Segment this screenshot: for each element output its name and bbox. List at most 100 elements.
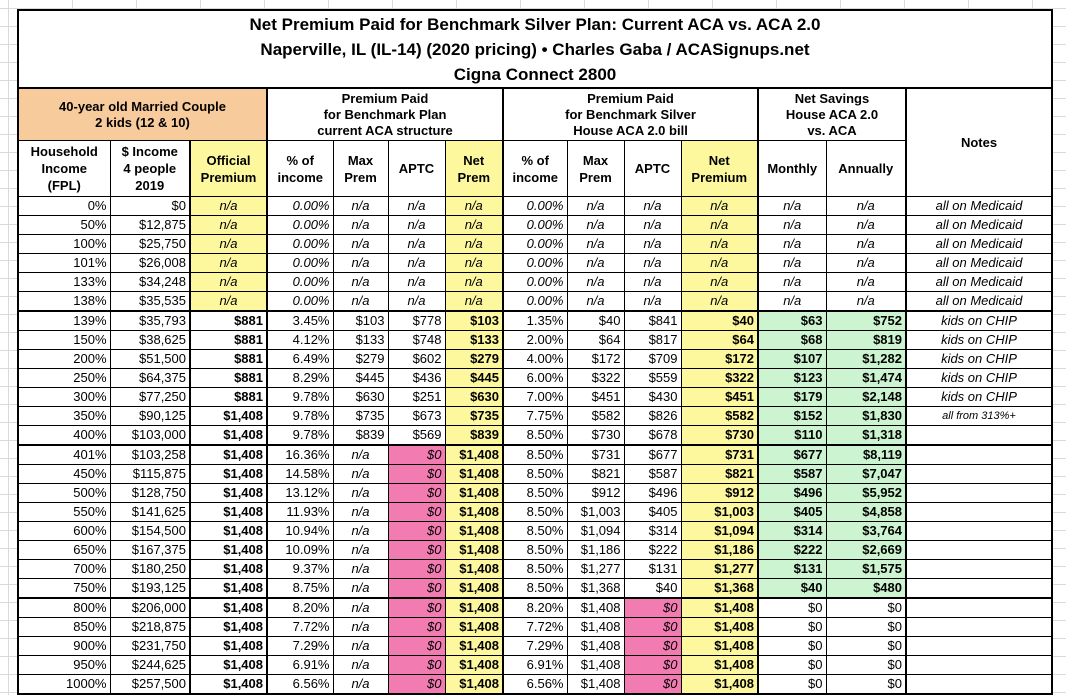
savings-annually-cell[interactable]: $0 (825, 636, 907, 656)
aca2-max-prem-cell[interactable]: $64 (566, 330, 625, 350)
col-header-aca2-aptc[interactable]: APTC (623, 140, 682, 197)
savings-annually-cell[interactable]: $2,669 (825, 540, 907, 560)
aca2-aptc-cell[interactable]: $0 (623, 636, 682, 656)
aca-aptc-cell[interactable]: n/a (387, 234, 446, 254)
income-cell[interactable]: $34,248 (109, 272, 191, 292)
aca-pct-income-cell[interactable]: 13.12% (266, 483, 334, 503)
aca-aptc-cell[interactable]: $0 (387, 674, 446, 695)
aca-max-prem-cell[interactable]: n/a (332, 559, 389, 579)
aca-aptc-cell[interactable]: $436 (387, 368, 446, 388)
income-cell[interactable]: $231,750 (109, 636, 191, 656)
aca2-aptc-cell[interactable]: n/a (623, 291, 682, 312)
aca2-pct-income-cell[interactable]: 8.50% (502, 464, 568, 484)
aca2-pct-income-cell[interactable]: 0.00% (502, 291, 568, 312)
fpl-cell[interactable]: 800% (17, 597, 111, 618)
aca-pct-income-cell[interactable]: 6.49% (266, 349, 334, 369)
fpl-cell[interactable]: 1000% (17, 674, 111, 695)
aca-aptc-cell[interactable]: $748 (387, 330, 446, 350)
aca-max-prem-cell[interactable]: n/a (332, 597, 389, 618)
col-header-aca2-pct-income[interactable]: % of income (502, 140, 568, 197)
aca-max-prem-cell[interactable]: n/a (332, 578, 389, 599)
notes-cell[interactable]: kids on CHIP (905, 349, 1053, 369)
col-header-fpl[interactable]: Household Income (FPL) (17, 140, 111, 197)
fpl-cell[interactable]: 0% (17, 196, 111, 216)
aca2-pct-income-cell[interactable]: 8.50% (502, 521, 568, 541)
income-cell[interactable]: $218,875 (109, 617, 191, 637)
aca2-net-premium-cell[interactable]: $582 (680, 406, 759, 426)
official-premium-cell[interactable]: n/a (189, 196, 268, 216)
fpl-cell[interactable]: 900% (17, 636, 111, 656)
group-header-current-aca[interactable]: Premium Paid for Benchmark Plan current … (266, 87, 504, 141)
aca2-pct-income-cell[interactable]: 6.91% (502, 655, 568, 675)
aca2-max-prem-cell[interactable]: $40 (566, 310, 625, 331)
aca-max-prem-cell[interactable]: n/a (332, 464, 389, 484)
fpl-cell[interactable]: 850% (17, 617, 111, 637)
income-cell[interactable]: $167,375 (109, 540, 191, 560)
aca2-pct-income-cell[interactable]: 8.50% (502, 559, 568, 579)
fpl-cell[interactable]: 401% (17, 444, 111, 465)
notes-cell[interactable] (905, 444, 1053, 465)
aca2-aptc-cell[interactable]: $0 (623, 597, 682, 618)
aca-net-prem-cell[interactable]: $1,408 (444, 578, 504, 599)
aca2-net-premium-cell[interactable]: $730 (680, 425, 759, 446)
aca-max-prem-cell[interactable]: $103 (332, 310, 389, 331)
official-premium-cell[interactable]: $1,408 (189, 636, 268, 656)
notes-cell[interactable]: all on Medicaid (905, 234, 1053, 254)
aca-pct-income-cell[interactable]: 0.00% (266, 234, 334, 254)
aca-pct-income-cell[interactable]: 9.78% (266, 387, 334, 407)
aca2-pct-income-cell[interactable]: 8.50% (502, 444, 568, 465)
savings-annually-cell[interactable]: $5,952 (825, 483, 907, 503)
savings-annually-cell[interactable]: $0 (825, 597, 907, 618)
income-cell[interactable]: $193,125 (109, 578, 191, 599)
income-cell[interactable]: $64,375 (109, 368, 191, 388)
aca-pct-income-cell[interactable]: 0.00% (266, 253, 334, 273)
aca2-net-premium-cell[interactable]: n/a (680, 253, 759, 273)
notes-cell[interactable] (905, 597, 1053, 618)
official-premium-cell[interactable]: $1,408 (189, 597, 268, 618)
aca2-pct-income-cell[interactable]: 6.56% (502, 674, 568, 695)
aca-aptc-cell[interactable]: $0 (387, 597, 446, 618)
aca-pct-income-cell[interactable]: 8.75% (266, 578, 334, 599)
fpl-cell[interactable]: 200% (17, 349, 111, 369)
aca2-net-premium-cell[interactable]: $1,186 (680, 540, 759, 560)
savings-annually-cell[interactable]: $0 (825, 674, 907, 695)
aca-pct-income-cell[interactable]: 8.29% (266, 368, 334, 388)
fpl-cell[interactable]: 500% (17, 483, 111, 503)
aca-pct-income-cell[interactable]: 9.78% (266, 406, 334, 426)
aca2-pct-income-cell[interactable]: 0.00% (502, 272, 568, 292)
savings-monthly-cell[interactable]: $0 (757, 674, 827, 695)
aca-aptc-cell[interactable]: $569 (387, 425, 446, 446)
income-cell[interactable]: $35,535 (109, 291, 191, 312)
aca-aptc-cell[interactable]: $602 (387, 349, 446, 369)
savings-monthly-cell[interactable]: $40 (757, 578, 827, 599)
aca-pct-income-cell[interactable]: 7.29% (266, 636, 334, 656)
aca2-max-prem-cell[interactable]: $1,408 (566, 617, 625, 637)
aca-aptc-cell[interactable]: $778 (387, 310, 446, 331)
notes-cell[interactable] (905, 655, 1053, 675)
fpl-cell[interactable]: 50% (17, 215, 111, 235)
official-premium-cell[interactable]: $1,408 (189, 502, 268, 522)
aca-net-prem-cell[interactable]: $1,408 (444, 636, 504, 656)
aca-net-prem-cell[interactable]: $1,408 (444, 483, 504, 503)
income-cell[interactable]: $35,793 (109, 310, 191, 331)
aca-max-prem-cell[interactable]: n/a (332, 215, 389, 235)
savings-monthly-cell[interactable]: $179 (757, 387, 827, 407)
aca2-max-prem-cell[interactable]: $912 (566, 483, 625, 503)
income-cell[interactable]: $25,750 (109, 234, 191, 254)
aca-pct-income-cell[interactable]: 10.94% (266, 521, 334, 541)
aca2-aptc-cell[interactable]: $405 (623, 502, 682, 522)
aca2-aptc-cell[interactable]: $587 (623, 464, 682, 484)
official-premium-cell[interactable]: $1,408 (189, 674, 268, 695)
fpl-cell[interactable]: 700% (17, 559, 111, 579)
aca-pct-income-cell[interactable]: 0.00% (266, 196, 334, 216)
income-cell[interactable]: $77,250 (109, 387, 191, 407)
aca-max-prem-cell[interactable]: n/a (332, 674, 389, 695)
fpl-cell[interactable]: 400% (17, 425, 111, 446)
aca2-net-premium-cell[interactable]: n/a (680, 272, 759, 292)
notes-cell[interactable]: all on Medicaid (905, 253, 1053, 273)
aca2-max-prem-cell[interactable]: $451 (566, 387, 625, 407)
notes-cell[interactable]: all on Medicaid (905, 291, 1053, 312)
notes-cell[interactable]: kids on CHIP (905, 368, 1053, 388)
aca2-max-prem-cell[interactable]: n/a (566, 272, 625, 292)
fpl-cell[interactable]: 550% (17, 502, 111, 522)
